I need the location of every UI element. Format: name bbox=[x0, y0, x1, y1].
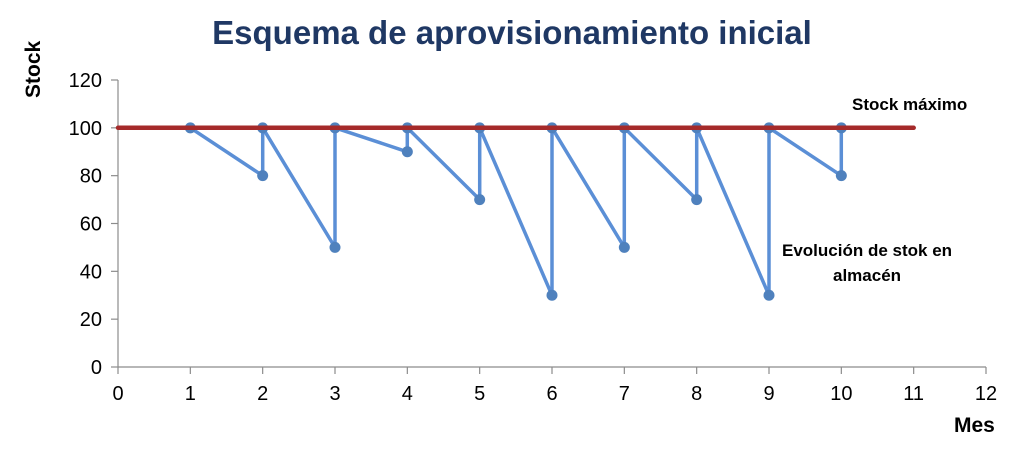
axes bbox=[111, 79, 987, 374]
data-point bbox=[329, 241, 341, 253]
y-axis-label: Stock bbox=[22, 40, 45, 98]
data-point bbox=[691, 194, 703, 206]
data-point bbox=[835, 170, 847, 182]
y-tick-label: 40 bbox=[80, 261, 102, 283]
x-axis-label: Mes bbox=[954, 414, 995, 437]
data-point bbox=[401, 146, 413, 158]
y-tick-label: 120 bbox=[69, 70, 102, 92]
data-point bbox=[474, 194, 486, 206]
x-tick-label: 7 bbox=[619, 383, 630, 405]
data-point bbox=[546, 289, 558, 301]
data-point bbox=[763, 289, 775, 301]
x-tick-label: 6 bbox=[546, 383, 557, 405]
x-tick-label: 1 bbox=[185, 383, 196, 405]
x-tick-label: 4 bbox=[402, 383, 413, 405]
series-line-stock-evolution bbox=[188, 126, 844, 298]
x-tick-label: 11 bbox=[903, 383, 924, 405]
data-point bbox=[257, 170, 269, 182]
chart-title: Esquema de aprovisionamiento inicial bbox=[212, 14, 812, 51]
x-tick-label: 0 bbox=[112, 383, 123, 405]
x-tick-label: 10 bbox=[830, 383, 852, 405]
annotation-evolucion-stock: Evolución de stok en almacén bbox=[782, 241, 953, 285]
data-point bbox=[618, 241, 630, 253]
y-tick-label: 60 bbox=[80, 214, 102, 236]
x-tick-label: 9 bbox=[763, 383, 774, 405]
x-tick-label: 2 bbox=[257, 383, 268, 405]
x-tick-label: 3 bbox=[329, 383, 340, 405]
x-tick-label: 8 bbox=[691, 383, 702, 405]
series-layer bbox=[115, 122, 916, 301]
y-tick-label: 80 bbox=[80, 166, 102, 188]
y-tick-label: 100 bbox=[69, 118, 102, 140]
x-tick-label: 5 bbox=[474, 383, 485, 405]
y-tick-label: 20 bbox=[80, 309, 102, 331]
x-tick-label: 12 bbox=[975, 383, 997, 405]
y-tick-label: 0 bbox=[91, 357, 102, 379]
annotation-stock-maximo: Stock máximo bbox=[852, 95, 968, 114]
